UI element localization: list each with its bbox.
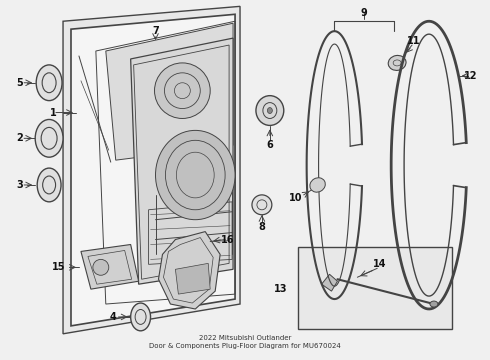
- Polygon shape: [158, 231, 220, 309]
- Ellipse shape: [388, 55, 406, 71]
- Bar: [298, 247, 452, 329]
- Text: 8: 8: [258, 222, 266, 231]
- Ellipse shape: [131, 303, 150, 331]
- Polygon shape: [81, 244, 139, 289]
- Text: 12: 12: [464, 71, 477, 81]
- Text: 13: 13: [274, 284, 288, 294]
- Text: 11: 11: [407, 36, 421, 46]
- Text: 2022 Mitsubishi Outlander
Door & Components Plug-Floor Diagram for MU670024: 2022 Mitsubishi Outlander Door & Compone…: [149, 335, 341, 349]
- Ellipse shape: [36, 65, 62, 100]
- Ellipse shape: [37, 168, 61, 202]
- Polygon shape: [175, 264, 210, 294]
- Text: 1: 1: [49, 108, 56, 117]
- Text: 5: 5: [16, 78, 23, 88]
- Ellipse shape: [35, 120, 63, 157]
- Ellipse shape: [256, 96, 284, 125]
- Text: 16: 16: [221, 234, 235, 244]
- Text: 6: 6: [267, 140, 273, 150]
- Ellipse shape: [310, 178, 325, 192]
- Text: 14: 14: [372, 259, 386, 269]
- Polygon shape: [131, 38, 233, 284]
- Polygon shape: [63, 6, 240, 334]
- Text: 7: 7: [152, 26, 159, 36]
- Text: 4: 4: [109, 312, 116, 322]
- Text: 2: 2: [16, 133, 23, 143]
- Circle shape: [154, 63, 210, 118]
- Ellipse shape: [155, 130, 235, 220]
- Text: 15: 15: [52, 262, 66, 272]
- Ellipse shape: [268, 108, 272, 113]
- Text: 9: 9: [361, 8, 368, 18]
- Circle shape: [252, 195, 272, 215]
- Polygon shape: [106, 23, 233, 160]
- Text: 10: 10: [289, 193, 302, 203]
- Ellipse shape: [430, 301, 438, 307]
- Polygon shape: [321, 274, 338, 291]
- Circle shape: [93, 260, 109, 275]
- Text: 3: 3: [16, 180, 23, 190]
- Polygon shape: [71, 14, 235, 326]
